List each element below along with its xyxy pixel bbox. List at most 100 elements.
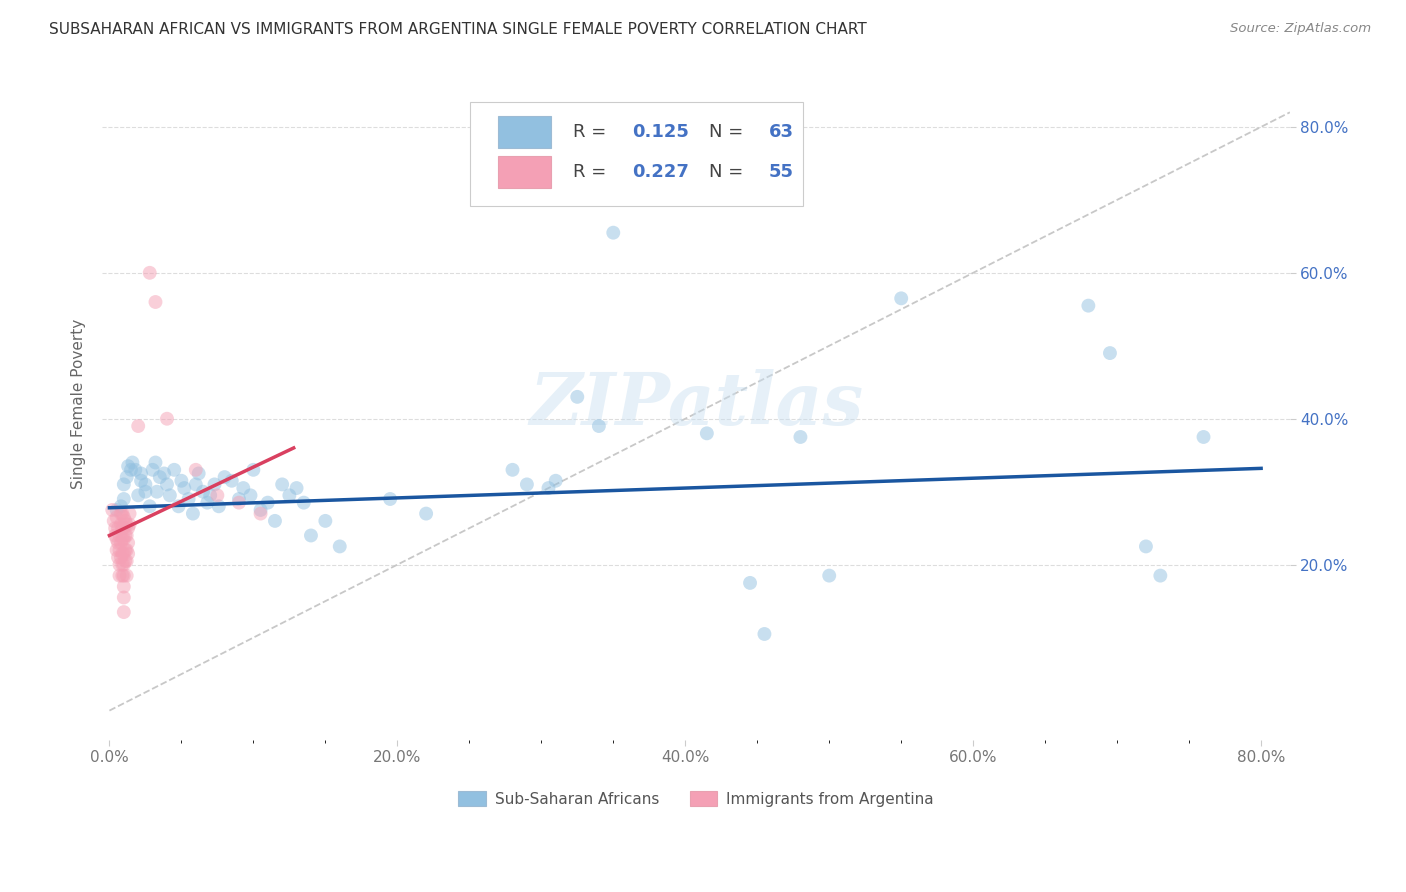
Point: [111, 547, 134, 561]
Point: [228, 491, 250, 506]
Point: [232, 481, 254, 495]
Point: [159, 488, 181, 502]
Text: R =: R =: [572, 122, 612, 141]
Point: [502, 463, 524, 477]
Point: [271, 477, 294, 491]
Text: R =: R =: [572, 163, 612, 181]
Point: [134, 484, 156, 499]
Point: [1192, 430, 1215, 444]
Point: [191, 484, 214, 499]
Point: [754, 627, 776, 641]
Point: [177, 491, 200, 506]
Point: [108, 568, 131, 582]
Y-axis label: Single Female Poverty: Single Female Poverty: [72, 319, 86, 490]
Point: [149, 470, 172, 484]
Point: [124, 463, 146, 477]
Point: [184, 463, 207, 477]
Point: [110, 535, 132, 549]
Point: [1149, 568, 1171, 582]
Point: [129, 467, 152, 481]
Point: [228, 496, 250, 510]
Point: [112, 477, 135, 491]
Point: [242, 463, 264, 477]
Point: [264, 514, 287, 528]
Point: [146, 484, 169, 499]
Point: [187, 467, 209, 481]
Point: [117, 535, 139, 549]
Point: [118, 507, 141, 521]
Point: [195, 496, 218, 510]
Point: [181, 507, 204, 521]
Point: [112, 568, 135, 582]
Point: [134, 477, 156, 491]
Point: [127, 488, 149, 502]
Text: 0.227: 0.227: [631, 163, 689, 181]
Point: [184, 477, 207, 491]
Point: [115, 554, 138, 568]
Point: [173, 481, 195, 495]
Point: [299, 528, 322, 542]
Point: [105, 543, 128, 558]
FancyBboxPatch shape: [498, 156, 551, 188]
Point: [107, 550, 129, 565]
Point: [537, 481, 560, 495]
Point: [602, 226, 624, 240]
Text: 55: 55: [769, 163, 793, 181]
Point: [115, 528, 138, 542]
Point: [256, 496, 278, 510]
Point: [285, 481, 308, 495]
Point: [110, 550, 132, 565]
Point: [314, 514, 336, 528]
FancyBboxPatch shape: [498, 115, 551, 148]
Point: [415, 507, 437, 521]
Point: [108, 528, 131, 542]
Point: [789, 430, 811, 444]
Point: [890, 291, 912, 305]
Point: [329, 540, 352, 554]
Point: [115, 543, 138, 558]
Point: [103, 514, 125, 528]
Point: [153, 467, 176, 481]
Point: [156, 477, 179, 491]
Point: [170, 474, 193, 488]
Point: [127, 419, 149, 434]
Point: [120, 463, 142, 477]
Point: [105, 503, 128, 517]
Point: [112, 521, 135, 535]
Point: [1077, 299, 1099, 313]
Text: 0.125: 0.125: [631, 122, 689, 141]
Text: ZIPatlas: ZIPatlas: [529, 368, 863, 440]
Point: [278, 488, 301, 502]
Legend: Sub-Saharan Africans, Immigrants from Argentina: Sub-Saharan Africans, Immigrants from Ar…: [451, 784, 941, 813]
FancyBboxPatch shape: [471, 102, 803, 206]
Point: [516, 477, 538, 491]
Text: Source: ZipAtlas.com: Source: ZipAtlas.com: [1230, 22, 1371, 36]
Point: [145, 456, 167, 470]
Point: [112, 510, 135, 524]
Point: [108, 558, 131, 572]
Point: [114, 514, 136, 528]
Point: [112, 605, 135, 619]
Point: [738, 575, 761, 590]
Point: [111, 532, 134, 546]
Point: [249, 503, 271, 517]
Text: SUBSAHARAN AFRICAN VS IMMIGRANTS FROM ARGENTINA SINGLE FEMALE POVERTY CORRELATIO: SUBSAHARAN AFRICAN VS IMMIGRANTS FROM AR…: [49, 22, 868, 37]
Point: [111, 521, 134, 535]
Point: [544, 474, 567, 488]
Point: [114, 528, 136, 542]
Point: [112, 591, 135, 605]
Point: [111, 568, 134, 582]
Point: [198, 488, 221, 502]
Point: [208, 500, 231, 514]
Text: N =: N =: [709, 122, 749, 141]
Text: 63: 63: [769, 122, 793, 141]
Point: [145, 295, 167, 310]
Point: [156, 411, 179, 425]
Point: [204, 477, 226, 491]
Point: [112, 532, 135, 546]
Point: [292, 496, 315, 510]
Point: [112, 580, 135, 594]
Point: [112, 547, 135, 561]
Point: [117, 459, 139, 474]
Point: [1098, 346, 1121, 360]
